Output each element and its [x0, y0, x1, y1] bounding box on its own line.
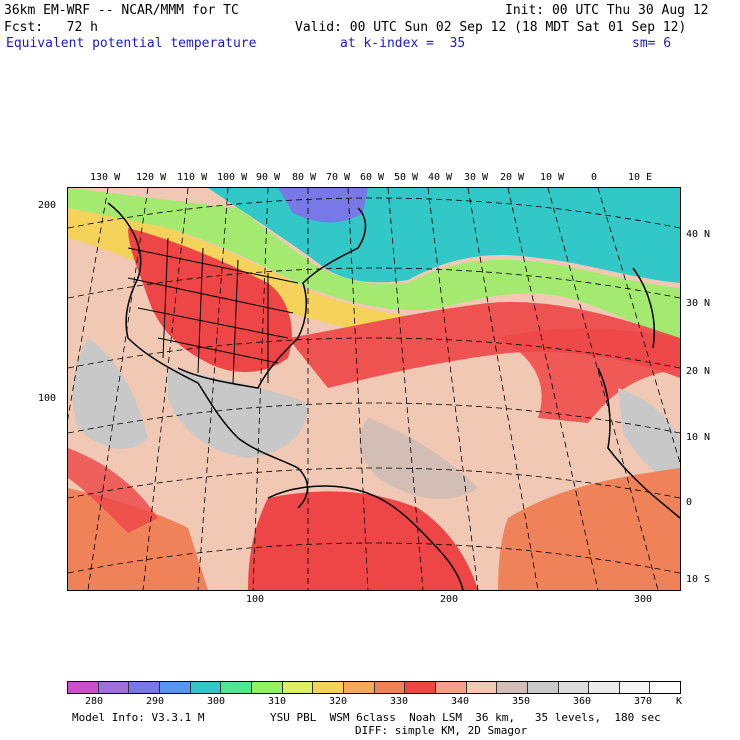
lat-label: 30 N — [686, 298, 711, 309]
lon-label: 20 W — [500, 172, 525, 183]
lon-label: 10 W — [540, 172, 565, 183]
colorbar-swatch — [68, 682, 99, 693]
colorbar-swatch — [313, 682, 344, 693]
init-time: Init: 00 UTC Thu 30 Aug 12 — [505, 3, 709, 18]
red-south-america — [248, 491, 478, 590]
lat-label: 20 N — [686, 366, 711, 377]
hot-band — [288, 302, 680, 388]
diffusion-info: DIFF: simple KM, 2D Smagor — [355, 724, 528, 737]
colorbar-swatch — [405, 682, 436, 693]
red-pacific-band — [68, 448, 158, 533]
grid-x-label: 300 — [634, 594, 653, 605]
smoothing: sm= 6 — [632, 36, 672, 51]
lat-label: 10 N — [686, 432, 711, 443]
colorbar-swatch — [282, 682, 314, 693]
forecast-hour: Fcst: 72 h — [4, 20, 98, 35]
coastlines — [107, 202, 680, 590]
physics-info: YSU PBL WSM 6class Noah LSM 36 km, 35 le… — [270, 711, 661, 724]
colorbar-label: 360 — [573, 696, 592, 707]
colorbar-label: 300 — [207, 696, 226, 707]
state-boundaries — [127, 237, 299, 384]
theta-e-map — [67, 187, 681, 591]
colorbar-swatch — [98, 682, 130, 693]
colorbar-swatch — [466, 682, 498, 693]
lon-label: 10 E — [628, 172, 653, 183]
hot-land-us — [128, 228, 292, 373]
colorbar-label: 370 — [634, 696, 653, 707]
colorbar-swatch — [650, 682, 681, 693]
hot-band-east — [498, 328, 680, 423]
k-index: at k-index = 35 — [340, 36, 466, 51]
grid-y-label: 100 — [38, 393, 57, 404]
field-name: Equivalent potential temperature — [6, 36, 257, 51]
colorbar-swatch — [374, 682, 406, 693]
colorbar-swatch — [435, 682, 467, 693]
colorbar-label: 320 — [329, 696, 348, 707]
colorbar-swatch — [497, 682, 528, 693]
colorbar-label: 340 — [451, 696, 470, 707]
colorbar-label: 280 — [85, 696, 104, 707]
model-info: Model Info: V3.3.1 M — [72, 711, 205, 724]
graticule — [68, 188, 680, 590]
colorbar-label: 290 — [146, 696, 165, 707]
colorbar-swatch — [589, 682, 620, 693]
colorbar-label: 350 — [512, 696, 531, 707]
model-title: 36km EM-WRF -- NCAR/MMM for TC — [4, 3, 239, 18]
colorbar-label: 330 — [390, 696, 409, 707]
colorbar-swatch — [129, 682, 160, 693]
lon-label: 120 W — [136, 172, 167, 183]
green-band — [68, 188, 680, 338]
lon-label: 70 W — [326, 172, 351, 183]
red-southwest — [68, 488, 208, 590]
colorbar-swatch — [190, 682, 222, 693]
grid-x-label: 200 — [440, 594, 459, 605]
colorbar-swatch — [159, 682, 191, 693]
lon-label: 130 W — [90, 172, 121, 183]
cool-band — [68, 188, 680, 283]
grid-y-label: 200 — [38, 200, 57, 211]
colorbar-swatch — [251, 682, 283, 693]
lon-label: 90 W — [256, 172, 281, 183]
colorbar-swatch — [527, 682, 559, 693]
lat-label: 40 N — [686, 229, 711, 240]
colorbar-swatch — [558, 682, 590, 693]
colorbar-label: 310 — [268, 696, 287, 707]
lon-label: 0 — [591, 172, 598, 183]
lat-label: 0 — [686, 497, 693, 508]
colorbar-swatch — [221, 682, 252, 693]
valid-time: Valid: 00 UTC Sun 02 Sep 12 (18 MDT Sat … — [295, 20, 687, 35]
lon-label: 60 W — [360, 172, 385, 183]
lat-label: 10 S — [686, 574, 711, 585]
lon-label: 100 W — [217, 172, 248, 183]
grey-atlantic — [359, 418, 478, 499]
lon-label: 110 W — [177, 172, 208, 183]
lon-label: 40 W — [428, 172, 453, 183]
grey-east — [618, 388, 680, 488]
salmon-southeast — [498, 468, 680, 590]
lon-label: 30 W — [464, 172, 489, 183]
blue-patch — [278, 188, 368, 223]
lon-label: 80 W — [292, 172, 317, 183]
colorbar-unit: K — [676, 696, 683, 707]
colorbar-swatch — [343, 682, 375, 693]
grid-x-label: 100 — [246, 594, 265, 605]
grey-pacific — [72, 338, 148, 449]
lon-label: 50 W — [394, 172, 419, 183]
colorbar-swatch — [619, 682, 651, 693]
colorbar — [67, 681, 681, 694]
